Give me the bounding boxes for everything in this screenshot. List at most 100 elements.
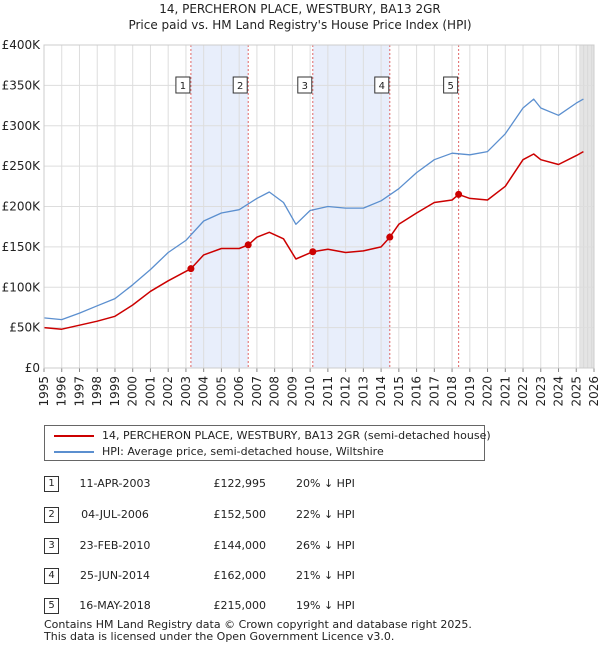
table-row: 1 11-APR-2003 £122,995 20% ↓ HPI <box>0 474 600 494</box>
row-number-badge: 4 <box>44 568 59 584</box>
table-row: 4 25-JUN-2014 £162,000 21% ↓ HPI <box>0 566 600 586</box>
series-lines <box>43 98 584 330</box>
x-tick-label: 2021 <box>498 376 512 407</box>
x-tick-label: 2022 <box>516 376 530 407</box>
y-tick-label: £200K <box>2 200 42 214</box>
x-tick-label: 2024 <box>552 376 566 407</box>
x-tick-label: 2004 <box>197 376 211 407</box>
x-tick-label: 2026 <box>587 376 600 407</box>
x-tick-label: 2013 <box>356 376 370 407</box>
x-tick-label: 2019 <box>463 376 477 407</box>
transaction-label: 4 <box>379 81 385 92</box>
transaction-label: 5 <box>447 81 453 92</box>
transaction-point <box>309 248 317 256</box>
transaction-point <box>187 265 195 273</box>
transaction-point <box>386 233 394 241</box>
transaction-markers <box>190 45 460 368</box>
row-date: 04-JUL-2006 <box>81 508 149 521</box>
row-number-badge: 1 <box>44 476 59 492</box>
row-hpi-diff: 22% ↓ HPI <box>296 508 355 521</box>
chart-subtitle: Price paid vs. HM Land Registry's House … <box>128 18 471 32</box>
y-tick-label: £350K <box>2 78 42 92</box>
x-tick-label: 2020 <box>481 376 495 407</box>
y-axis-ticks: £0 £50K £100K £150K £200K £250K £300K £350K £400… <box>2 38 42 375</box>
legend-swatch-blue <box>54 451 94 453</box>
x-tick-label: 2025 <box>569 376 583 407</box>
transaction-label: 3 <box>302 81 308 92</box>
transaction-label: 2 <box>237 81 243 92</box>
transaction-point <box>455 190 463 198</box>
x-tick-label: 2011 <box>321 376 335 407</box>
x-tick-label: 2005 <box>214 376 228 407</box>
row-date: 16-MAY-2018 <box>79 599 151 612</box>
transaction-label-box <box>443 76 459 94</box>
x-tick-label: 2003 <box>179 376 193 407</box>
table-row: 5 16-MAY-2018 £215,000 19% ↓ HPI <box>0 596 600 616</box>
row-hpi-diff: 21% ↓ HPI <box>296 569 355 582</box>
y-tick-label: £50K <box>9 321 41 335</box>
row-date: 25-JUN-2014 <box>79 569 151 582</box>
row-hpi-diff: 19% ↓ HPI <box>296 599 355 612</box>
row-price: £122,995 <box>213 477 267 490</box>
legend-swatch-red <box>54 435 94 437</box>
transaction-label-box <box>374 76 390 94</box>
x-tick-label: 2007 <box>250 376 264 407</box>
legend-label-property: 14, PERCHERON PLACE, WESTBURY, BA13 2GR … <box>102 429 491 442</box>
legend-label-hpi: HPI: Average price, semi-detached house,… <box>102 445 384 458</box>
footer-line-1: Contains HM Land Registry data © Crown c… <box>44 618 472 631</box>
y-tick-label: £0 <box>25 361 40 375</box>
row-date: 11-APR-2003 <box>79 477 151 490</box>
row-price: £152,500 <box>213 508 267 521</box>
row-price: £144,000 <box>213 539 267 552</box>
legend: 14, PERCHERON PLACE, WESTBURY, BA13 2GR … <box>44 425 491 461</box>
transaction-label-box <box>297 76 313 94</box>
y-tick-label: £100K <box>2 280 42 294</box>
series-line-hpi <box>43 98 584 321</box>
chart-title: 14, PERCHERON PLACE, WESTBURY, BA13 2GR <box>159 2 441 16</box>
x-tick-label: 1997 <box>72 376 86 407</box>
x-tick-label: 2008 <box>268 376 282 407</box>
row-number-badge: 5 <box>44 598 59 614</box>
row-hpi-diff: 26% ↓ HPI <box>296 539 355 552</box>
transaction-label-box <box>232 76 248 94</box>
row-date: 23-FEB-2010 <box>79 539 151 552</box>
row-number-badge: 2 <box>44 507 59 523</box>
x-tick-label: 2018 <box>445 376 459 407</box>
footer-line-2: This data is licensed under the Open Gov… <box>44 630 395 643</box>
x-tick-label: 2015 <box>392 376 406 407</box>
row-hpi-diff: 20% ↓ HPI <box>296 477 355 490</box>
row-price: £215,000 <box>213 599 267 612</box>
x-tick-label: 1996 <box>55 376 69 407</box>
plot-border <box>43 44 595 369</box>
x-tick-label: 2012 <box>339 376 353 407</box>
row-number-badge: 3 <box>44 538 59 554</box>
x-tick-label: 2006 <box>232 376 246 407</box>
y-tick-label: £150K <box>2 240 42 254</box>
y-tick-label: £250K <box>2 159 42 173</box>
y-tick-label: £400K <box>2 38 42 52</box>
price-chart: 14, PERCHERON PLACE, WESTBURY, BA13 2GR … <box>2 2 600 407</box>
transaction-label: 1 <box>180 81 186 92</box>
x-tick-label: 2001 <box>143 376 157 407</box>
transaction-label-box <box>175 76 191 94</box>
row-price: £162,000 <box>213 569 267 582</box>
x-tick-label: 2017 <box>427 376 441 407</box>
series-line-property <box>43 150 584 330</box>
x-axis-ticks: 1995 1996 1997 1998 1999 2000 2001 2002 2003 2004… <box>37 368 600 407</box>
table-row: 2 04-JUL-2006 £152,500 22% ↓ HPI <box>0 505 600 525</box>
transaction-points <box>187 190 463 273</box>
footer-attribution: Contains HM Land Registry data © Crown c… <box>44 619 472 643</box>
transaction-labels: 1 2 3 4 5 <box>175 76 459 94</box>
y-tick-label: £300K <box>2 119 42 133</box>
table-row: 3 23-FEB-2010 £144,000 26% ↓ HPI <box>0 536 600 556</box>
x-tick-label: 2010 <box>303 376 317 407</box>
x-tick-label: 1999 <box>108 376 122 407</box>
x-tick-label: 2014 <box>374 376 388 407</box>
transaction-point <box>244 241 252 249</box>
x-tick-label: 2000 <box>126 376 140 407</box>
x-tick-label: 1995 <box>37 376 51 407</box>
x-tick-label: 1998 <box>90 376 104 407</box>
x-tick-label: 2002 <box>161 376 175 407</box>
x-tick-label: 2009 <box>285 376 299 407</box>
x-tick-label: 2023 <box>534 376 548 407</box>
